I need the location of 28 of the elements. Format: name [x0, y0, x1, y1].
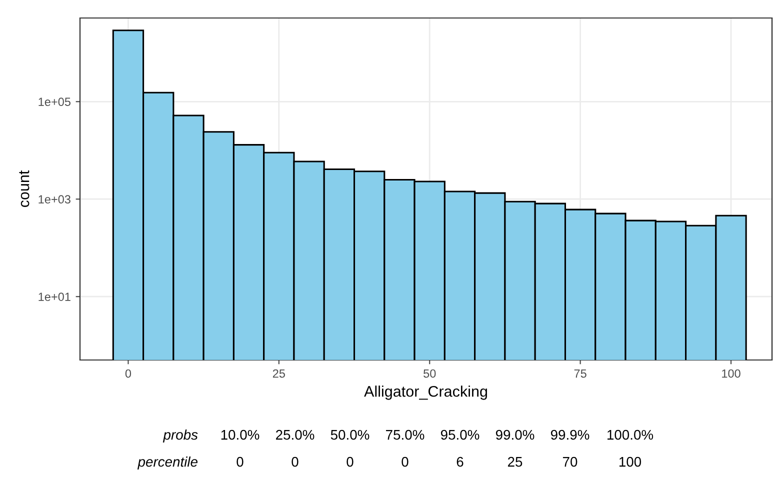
text: 99.9%: [550, 430, 590, 440]
y-tick-label: 1e+01: [38, 292, 70, 301]
text: 70: [562, 456, 578, 467]
text: 100.0%: [608, 430, 654, 440]
text: 95.0%: [440, 430, 480, 440]
y-tick-label: 1e+05: [38, 98, 70, 106]
x-tick-label: 25: [272, 369, 285, 378]
text: 6: [456, 456, 464, 467]
x-tick-label: 0: [125, 369, 132, 378]
x-tick-label: 50: [424, 369, 436, 378]
y-axis-title: count: [19, 170, 30, 208]
x-tick-label: 100: [722, 369, 740, 378]
text: 0: [236, 456, 244, 467]
text: 25.0%: [276, 430, 314, 440]
text: 0: [346, 456, 354, 467]
x-axis-title: Alligator_Cracking: [364, 386, 488, 400]
text: 10.0%: [221, 430, 260, 440]
text: 99.0%: [496, 430, 534, 440]
x-tick-label: 75: [574, 369, 586, 378]
text: 75.0%: [386, 430, 424, 440]
text: 50.0%: [330, 430, 370, 440]
text: 25: [508, 456, 522, 467]
text: probs: [162, 430, 198, 442]
text: percentile: [137, 456, 198, 470]
y-tick-label: 1e+03: [38, 195, 70, 204]
text: 100: [619, 456, 642, 467]
text: 0: [292, 456, 298, 467]
text: 0: [402, 456, 408, 467]
